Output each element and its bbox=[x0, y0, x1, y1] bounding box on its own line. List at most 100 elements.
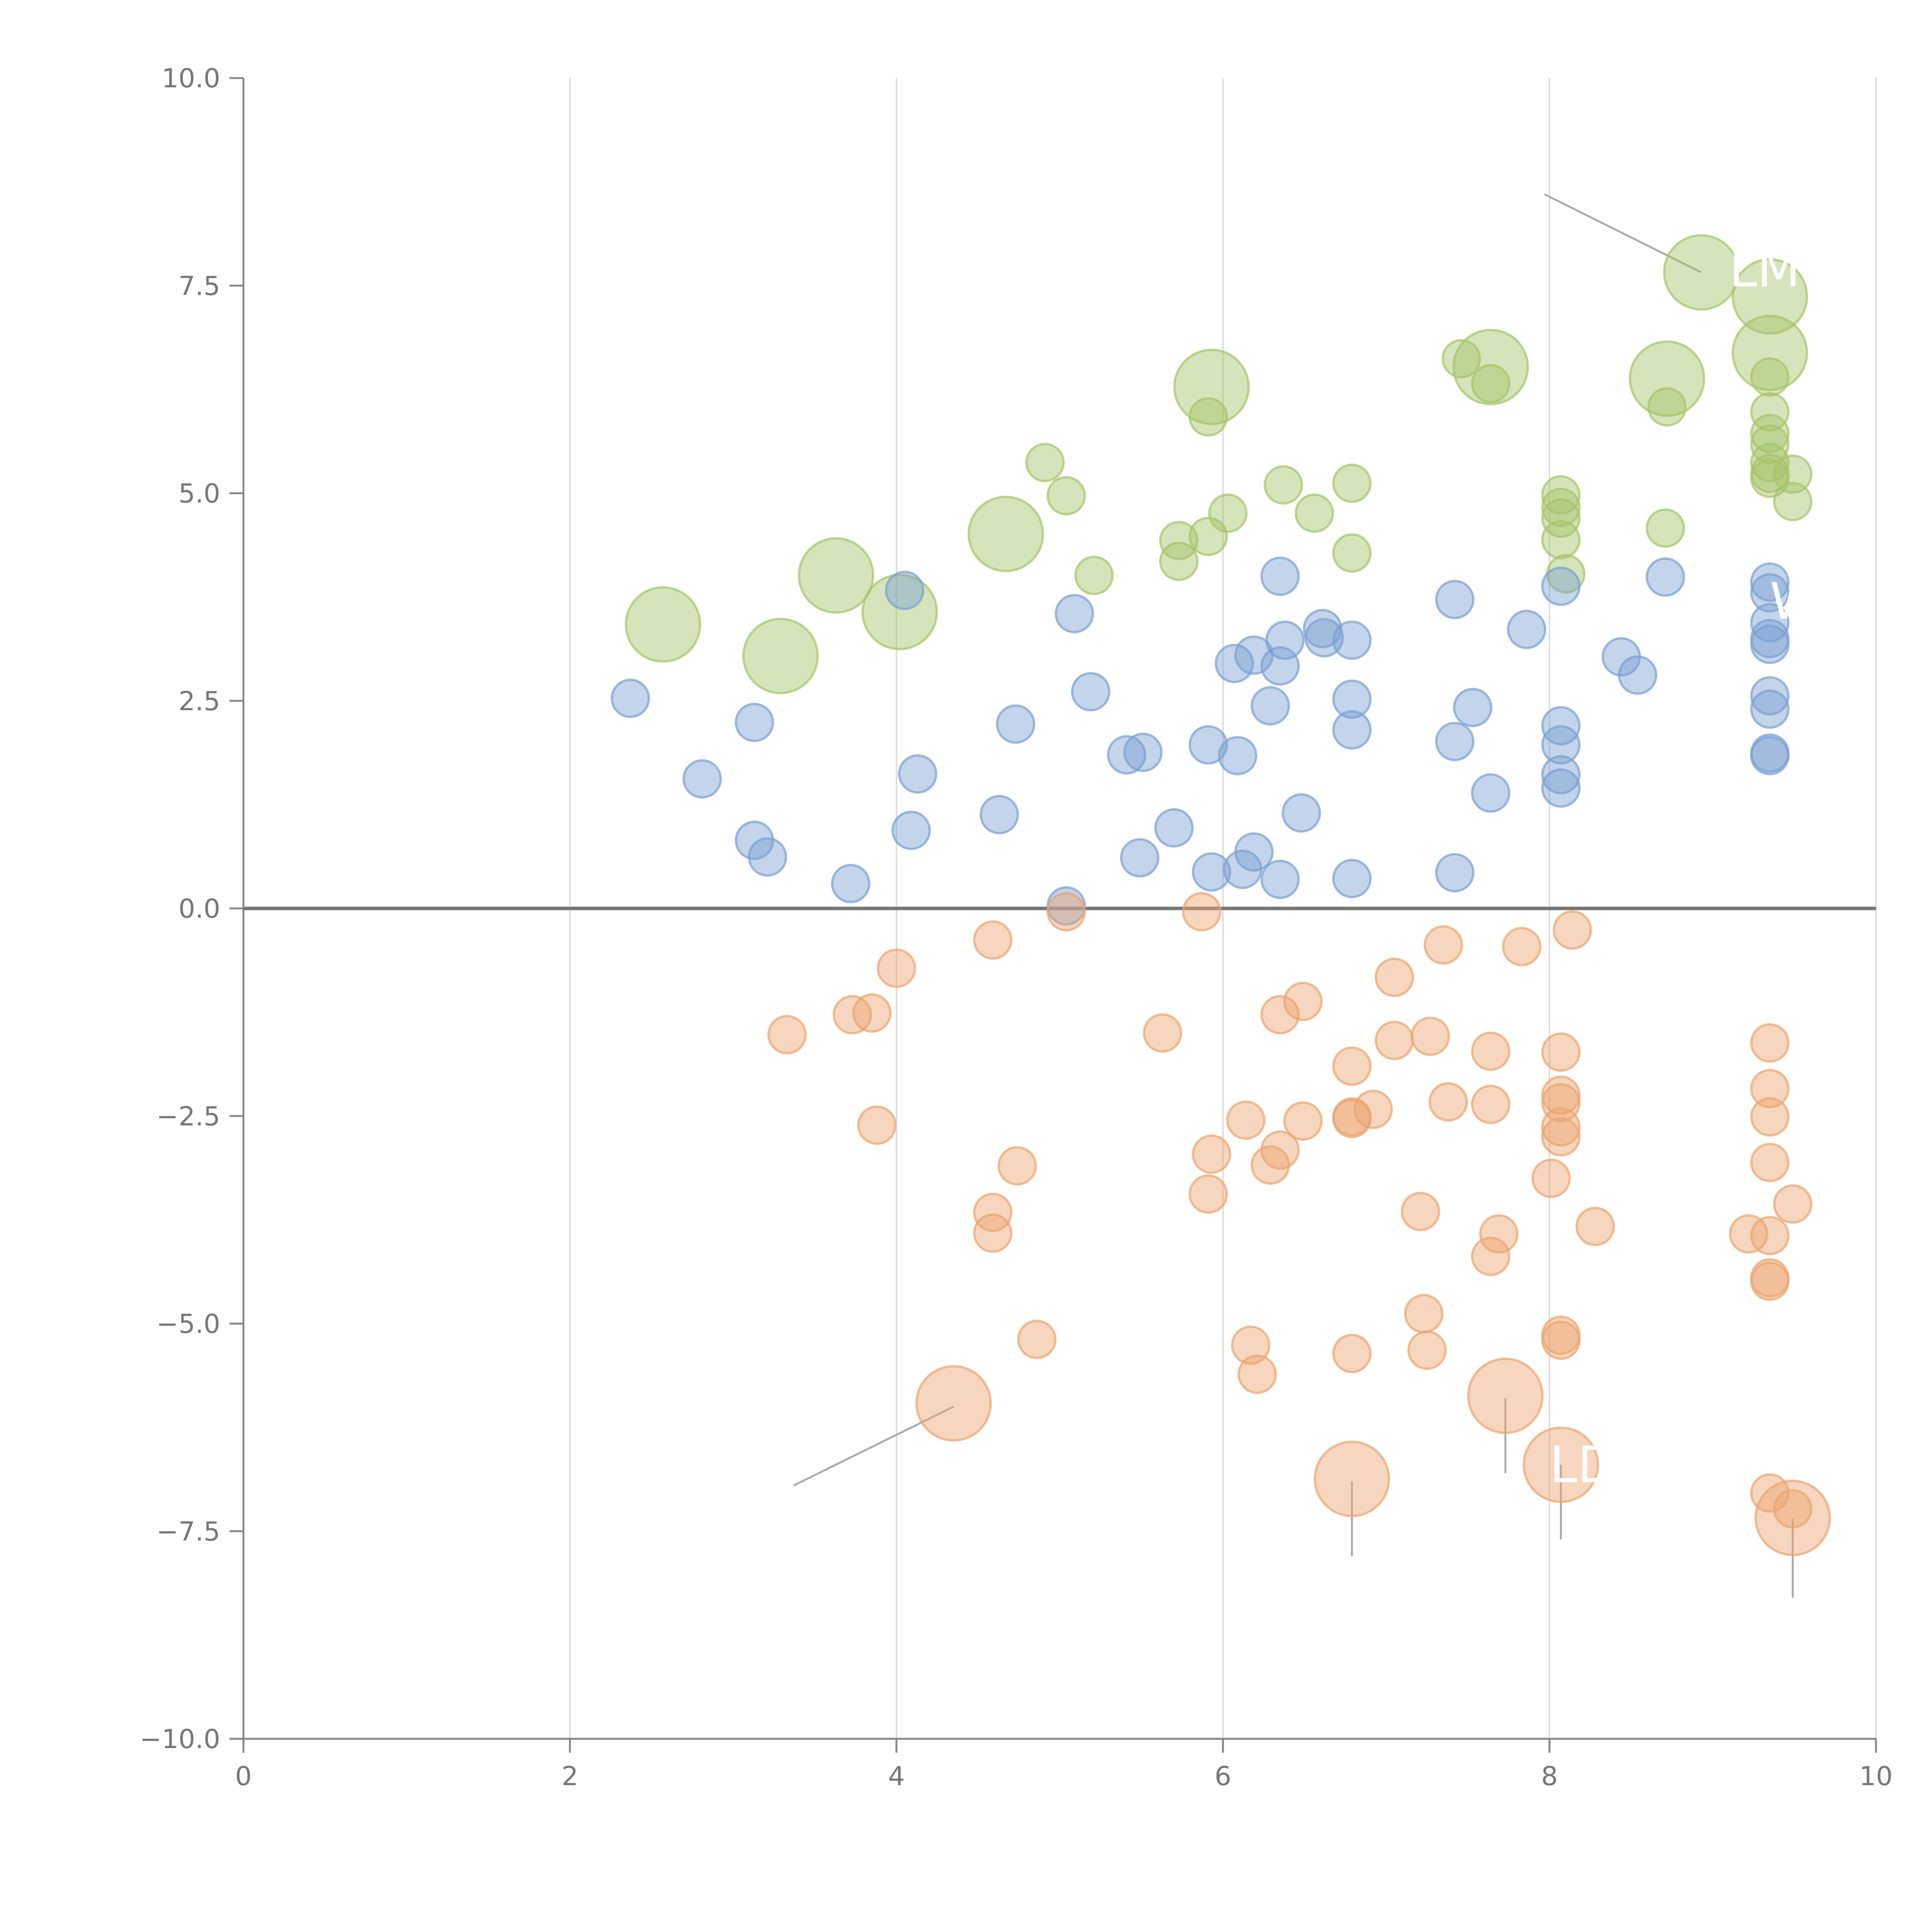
blue-point bbox=[1453, 687, 1493, 727]
blue-point bbox=[1541, 725, 1581, 765]
orange-point bbox=[1750, 1216, 1790, 1255]
orange-point bbox=[1541, 1107, 1581, 1147]
orange-point bbox=[1017, 1320, 1057, 1359]
y-tick-label: 7.5 bbox=[179, 271, 220, 301]
orange-point bbox=[1471, 1031, 1510, 1071]
orange-point bbox=[1754, 1480, 1831, 1556]
green-point bbox=[1663, 234, 1740, 311]
green-point bbox=[1159, 541, 1199, 581]
orange-point bbox=[1332, 1046, 1372, 1086]
blue-point bbox=[831, 864, 871, 903]
orange-point bbox=[1471, 1236, 1510, 1276]
orange-point bbox=[1401, 1192, 1440, 1231]
data-points bbox=[611, 234, 1831, 1556]
green-point bbox=[742, 617, 819, 694]
orange-point bbox=[1231, 1325, 1270, 1365]
orange-point bbox=[1353, 1090, 1393, 1129]
blue-point bbox=[1332, 859, 1372, 898]
blue-point bbox=[1107, 735, 1146, 775]
point-label: W bbox=[1770, 572, 1820, 631]
orange-point bbox=[1260, 995, 1300, 1035]
orange-point bbox=[852, 993, 892, 1033]
green-point bbox=[1629, 340, 1706, 417]
x-tick-label: 10 bbox=[1859, 1761, 1893, 1792]
x-tick-label: 4 bbox=[888, 1761, 905, 1792]
point-label: LDC bbox=[1549, 1435, 1651, 1494]
orange-point bbox=[1332, 1333, 1372, 1373]
orange-point bbox=[1188, 1174, 1228, 1214]
orange-point bbox=[1541, 1117, 1581, 1156]
green-point bbox=[1773, 481, 1813, 521]
blue-point bbox=[891, 810, 931, 850]
blue-point bbox=[1750, 624, 1790, 664]
blue-point bbox=[1332, 620, 1372, 660]
point-label: LM bbox=[1729, 240, 1801, 298]
blue-point bbox=[1260, 556, 1300, 596]
blue-point bbox=[1250, 686, 1290, 726]
orange-point bbox=[1407, 1330, 1447, 1370]
green-point bbox=[1541, 488, 1581, 527]
orange-point bbox=[1374, 1020, 1414, 1060]
orange-point bbox=[1471, 1085, 1510, 1124]
green-point bbox=[1750, 413, 1790, 453]
blue-point bbox=[1750, 676, 1790, 716]
green-point bbox=[1773, 454, 1813, 494]
y-tick-label: −5.0 bbox=[156, 1309, 220, 1340]
orange-point bbox=[1750, 1473, 1790, 1513]
orange-point bbox=[973, 1213, 1013, 1253]
x-tick-label: 6 bbox=[1214, 1761, 1231, 1792]
blue-point bbox=[980, 795, 1019, 835]
orange-point bbox=[1750, 1097, 1790, 1137]
orange-point bbox=[1502, 927, 1542, 966]
green-point bbox=[1188, 397, 1228, 437]
blue-point bbox=[996, 704, 1036, 744]
orange-point bbox=[1575, 1207, 1615, 1247]
blue-point bbox=[1750, 573, 1790, 613]
blue-point bbox=[1435, 853, 1475, 893]
green-point bbox=[1159, 520, 1199, 560]
orange-point bbox=[1522, 1426, 1599, 1503]
green-point bbox=[1046, 476, 1086, 515]
blue-point bbox=[1218, 736, 1258, 776]
leader-line bbox=[1544, 193, 1702, 274]
blue-point bbox=[1214, 644, 1254, 684]
blue-point bbox=[1471, 773, 1510, 813]
y-tick-label: −2.5 bbox=[156, 1101, 220, 1132]
point-labels: LM W LDC bbox=[1549, 240, 1820, 1494]
green-point bbox=[1750, 442, 1790, 482]
leader-line bbox=[793, 1406, 954, 1486]
y-tick-label: 5.0 bbox=[179, 479, 220, 509]
orange-point bbox=[1423, 925, 1463, 965]
y-tick-label: −10.0 bbox=[140, 1724, 220, 1755]
green-point bbox=[1541, 498, 1581, 538]
orange-point bbox=[1750, 1069, 1790, 1109]
orange-point bbox=[973, 1192, 1013, 1232]
blue-point bbox=[1260, 646, 1300, 686]
green-point bbox=[1025, 442, 1065, 482]
blue-point bbox=[1618, 655, 1658, 695]
blue-point bbox=[885, 570, 925, 610]
blue-point bbox=[1750, 736, 1790, 776]
orange-point bbox=[1237, 1354, 1277, 1394]
green-point bbox=[1188, 517, 1228, 556]
orange-point bbox=[1283, 981, 1323, 1021]
orange-point bbox=[1332, 1099, 1372, 1138]
green-point bbox=[624, 586, 701, 663]
green-point bbox=[1645, 508, 1685, 548]
blue-point bbox=[1120, 838, 1160, 878]
green-point bbox=[1750, 392, 1790, 432]
green-point bbox=[1731, 258, 1808, 335]
blue-point bbox=[1435, 722, 1475, 762]
orange-point bbox=[1192, 1134, 1231, 1174]
green-point bbox=[1294, 493, 1334, 533]
blue-point bbox=[611, 679, 650, 718]
orange-point bbox=[973, 920, 1013, 960]
green-point bbox=[861, 573, 938, 650]
blue-point bbox=[1054, 594, 1094, 634]
orange-point bbox=[1410, 1016, 1450, 1056]
blue-point bbox=[1541, 755, 1581, 795]
blue-point bbox=[1234, 832, 1274, 872]
blue-point bbox=[682, 759, 722, 799]
orange-point bbox=[915, 1365, 992, 1442]
